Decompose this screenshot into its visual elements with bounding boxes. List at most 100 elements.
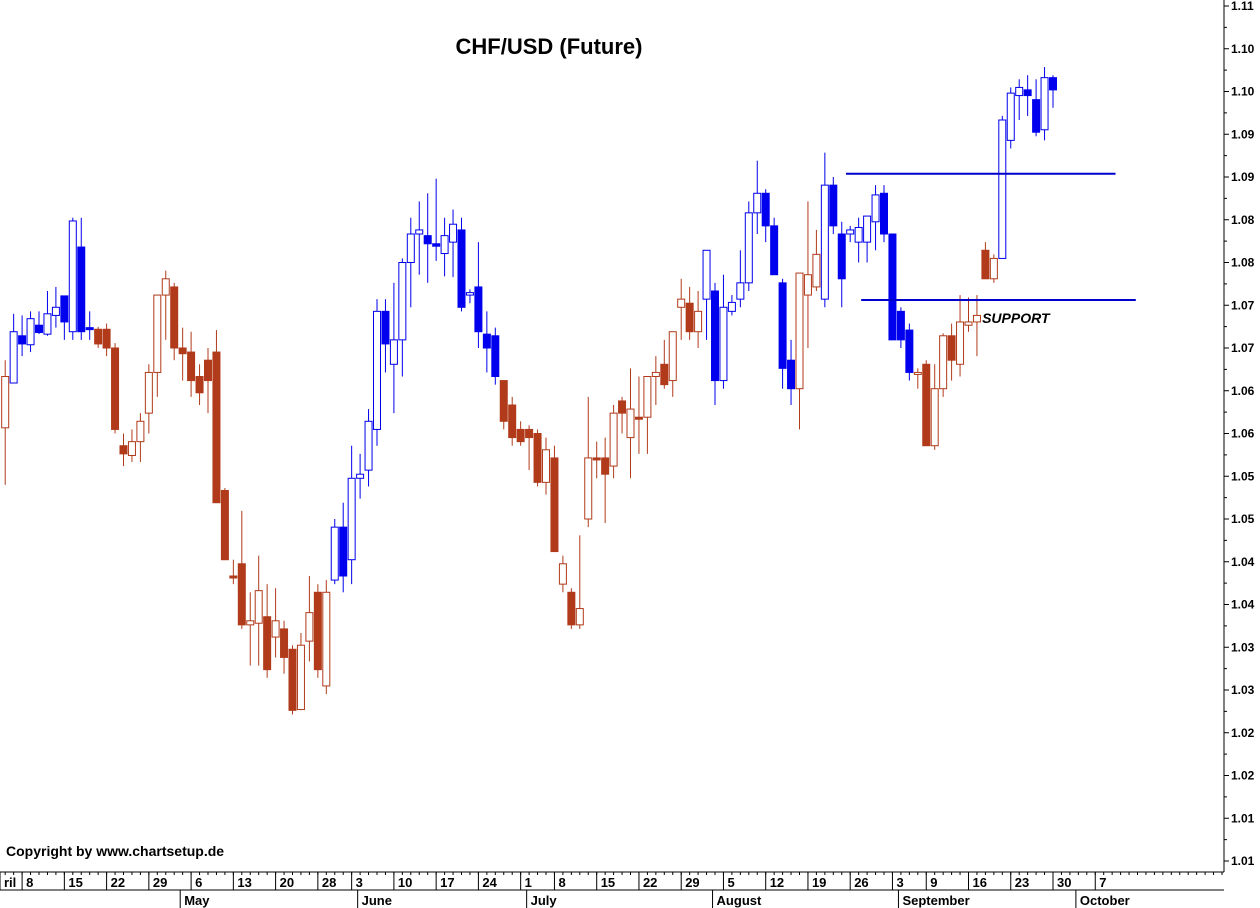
candle-body — [1023, 89, 1032, 97]
candle-body — [550, 457, 559, 553]
candle-body — [440, 235, 449, 255]
candle-body — [18, 335, 27, 345]
y-tick-label: 1.01 — [1231, 854, 1255, 868]
candle-body — [989, 257, 998, 280]
x-day-label: 10 — [398, 875, 412, 890]
x-day-label: 6 — [195, 875, 202, 890]
candle-body — [9, 331, 18, 384]
x-day-label: ril — [4, 875, 16, 890]
candle — [567, 588, 576, 629]
candle — [1032, 79, 1041, 137]
x-day-label: 30 — [1057, 875, 1071, 890]
candle — [9, 313, 18, 384]
candle — [956, 295, 965, 377]
candle-body — [212, 351, 221, 504]
candle-body — [837, 233, 846, 280]
x-day-label: 15 — [68, 875, 82, 890]
candle — [220, 488, 229, 561]
x-day-label: 7 — [1099, 875, 1106, 890]
x-day-label: 28 — [322, 875, 336, 890]
candle — [1, 360, 10, 485]
candle — [296, 633, 305, 711]
candle-body — [880, 192, 888, 235]
y-tick-label: 1.04 — [1231, 598, 1255, 612]
candle-body — [542, 449, 550, 483]
candle-body — [482, 333, 491, 349]
y-tick-label: 1.07 — [1231, 341, 1255, 355]
y-tick-label: 1.01 — [1231, 811, 1255, 825]
candle — [998, 115, 1007, 259]
candle — [43, 291, 52, 336]
candle-body — [322, 591, 331, 687]
candle-body — [102, 328, 111, 349]
candle-body — [846, 229, 855, 235]
candle — [694, 291, 703, 348]
candle-body — [820, 184, 829, 300]
candle-body — [1015, 86, 1024, 97]
candle — [863, 215, 872, 263]
candle — [854, 217, 863, 263]
candle — [263, 584, 272, 678]
candle-body — [956, 321, 965, 365]
candle — [313, 584, 322, 678]
x-day-label: 3 — [896, 875, 903, 890]
candle-body — [829, 184, 838, 227]
candle-body — [465, 292, 474, 296]
candle — [77, 217, 86, 340]
candle — [339, 502, 348, 593]
candle — [778, 278, 787, 389]
candle-body — [761, 192, 770, 227]
x-day-label: 29 — [685, 875, 699, 890]
candle — [212, 330, 221, 504]
candle — [508, 396, 517, 446]
candle-body — [26, 318, 35, 346]
candle — [94, 326, 103, 348]
candle — [550, 445, 559, 553]
candle — [153, 294, 162, 397]
candle-body — [94, 328, 103, 345]
candle-body — [981, 249, 990, 280]
y-tick-label: 1.06 — [1231, 427, 1255, 441]
candle — [677, 278, 686, 340]
candle-body — [508, 404, 517, 439]
candle — [744, 201, 753, 291]
candle-body — [694, 310, 703, 333]
candle-body — [668, 331, 677, 382]
candle-body — [803, 274, 812, 296]
candle-body — [651, 371, 660, 377]
candle-body — [618, 400, 627, 414]
candle-body — [744, 212, 753, 284]
x-month-label: August — [717, 893, 762, 908]
candle — [254, 555, 263, 666]
candle-body — [280, 628, 289, 658]
candle — [972, 295, 981, 357]
candle — [947, 323, 956, 381]
candle — [812, 229, 821, 291]
candle-body — [229, 575, 238, 579]
candle — [913, 368, 922, 389]
candle-body — [364, 420, 373, 471]
chart-title: CHF/USD (Future) — [456, 34, 643, 59]
y-tick-label: 1.04 — [1231, 555, 1255, 569]
candle-body — [204, 359, 212, 382]
candle — [787, 339, 796, 405]
candle-body — [153, 294, 162, 373]
candle — [761, 189, 770, 243]
x-axis: ril 8 15 22 29 6 13 20 28 3 10 17 24 1 8 15 22 29 5 12 19 26 3… — [0, 872, 1223, 908]
candle — [558, 555, 567, 593]
y-tick-label: 1.02 — [1231, 726, 1255, 740]
candle-body — [111, 347, 120, 430]
candle — [364, 409, 373, 487]
candle — [846, 225, 855, 243]
y-tick-label: 1.05 — [1231, 469, 1255, 483]
candle-body — [677, 298, 686, 308]
candle-body — [415, 229, 424, 235]
candle — [499, 380, 508, 430]
y-tick-label: 1.10 — [1231, 42, 1255, 56]
candle — [423, 193, 432, 283]
candle — [144, 364, 153, 434]
candle — [1049, 75, 1057, 108]
candle-body — [237, 563, 246, 626]
candle — [1023, 75, 1032, 116]
